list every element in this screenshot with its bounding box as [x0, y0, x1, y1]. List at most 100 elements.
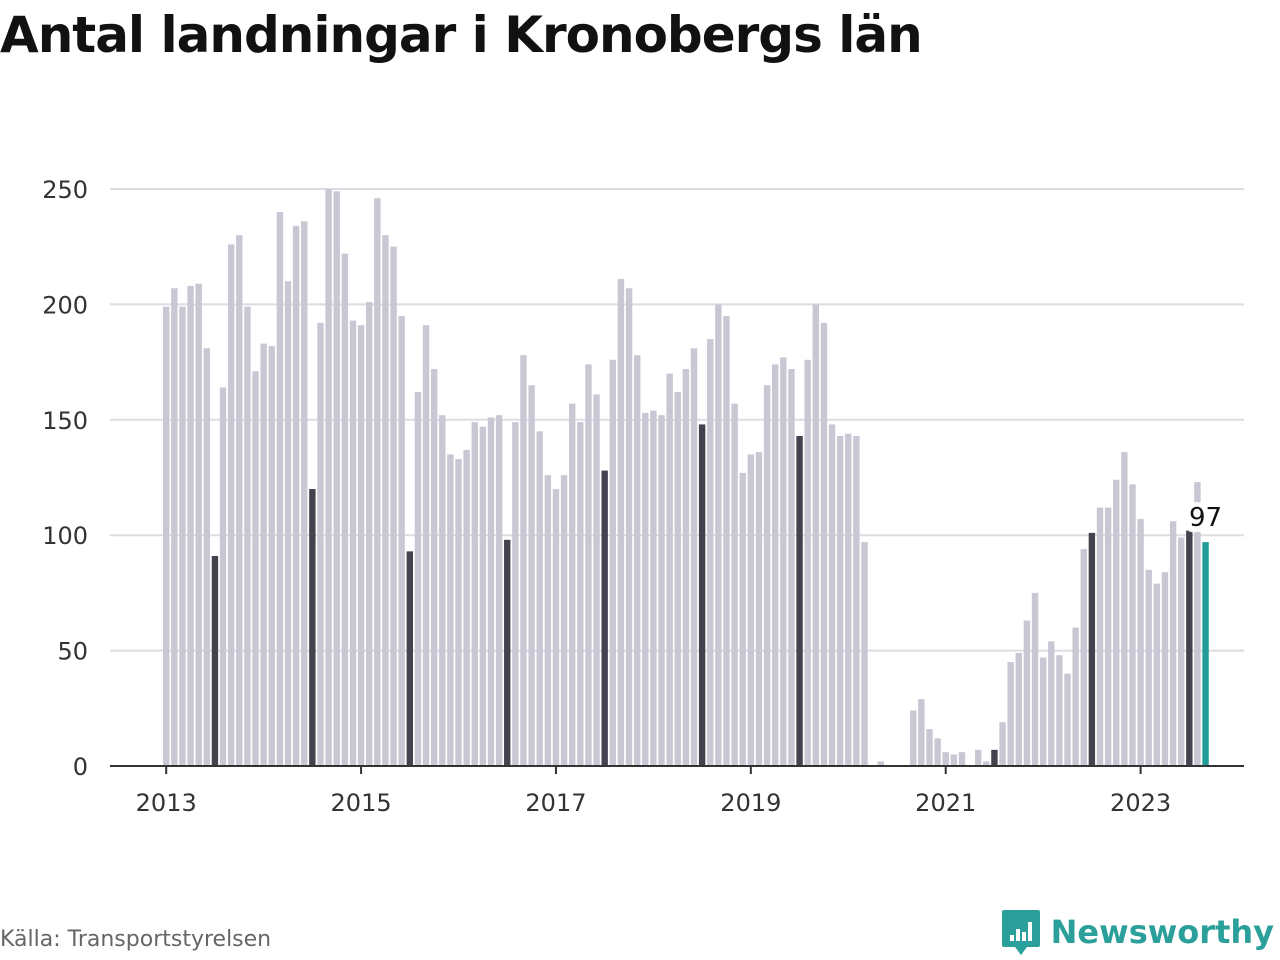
bar [1096, 507, 1104, 766]
bar [674, 392, 681, 766]
bar [950, 754, 958, 766]
bar [227, 244, 235, 766]
bar [447, 454, 454, 766]
bar-chart: 0 50 100 150 200 250 2013 2015 2017 2019 2021 2023… [42, 176, 1244, 817]
bar [1064, 673, 1071, 766]
newsworthy-logo-icon [1001, 910, 1040, 955]
bar [975, 749, 982, 766]
bar [414, 392, 422, 766]
bar [1153, 583, 1161, 766]
bar [788, 369, 795, 766]
y-tick-label: 100 [42, 522, 88, 550]
bar [1121, 452, 1128, 766]
bar [812, 304, 819, 766]
bar [366, 302, 373, 766]
y-tick-label: 250 [42, 176, 88, 204]
bar [804, 359, 811, 766]
chart-title: Antal landningar i Kronobergs län [0, 6, 923, 64]
bar [723, 315, 730, 766]
bar [934, 738, 941, 766]
y-tick-label: 50 [57, 638, 88, 666]
bar [325, 189, 332, 766]
bar [642, 412, 649, 766]
bar [357, 325, 365, 766]
source-note: Källa: Transportstyrelsen [0, 927, 272, 952]
bar [439, 415, 446, 766]
bar [739, 472, 746, 766]
bar [455, 459, 462, 766]
x-axis: 2013 2015 2017 2019 2021 2023 [110, 765, 1244, 817]
bar [1072, 627, 1079, 766]
bar [780, 357, 787, 766]
x-tick-label: 2019 [720, 789, 781, 817]
bar [544, 475, 552, 766]
bar [772, 364, 779, 766]
x-tick-label: 2021 [915, 789, 976, 817]
bar [292, 225, 300, 766]
bar [1031, 592, 1039, 766]
bar [479, 426, 487, 766]
bar [577, 422, 584, 766]
bar [910, 710, 917, 766]
bar [983, 761, 990, 766]
bar [309, 489, 316, 766]
bar [1039, 657, 1047, 766]
brand-logo: Newsworthy [1001, 908, 1274, 956]
bar [520, 355, 527, 766]
bar [1048, 641, 1055, 766]
bar [179, 306, 186, 766]
bar [252, 371, 259, 766]
bar [1169, 521, 1177, 766]
bar [796, 435, 803, 766]
bar [244, 306, 251, 766]
bar [398, 315, 405, 766]
bar [836, 435, 844, 766]
bar [926, 729, 933, 766]
bar [877, 761, 884, 766]
bar [991, 749, 998, 766]
bar [333, 191, 340, 766]
bar [487, 417, 495, 766]
bar [528, 385, 535, 766]
bar [658, 415, 665, 766]
bar [585, 364, 592, 766]
bar [211, 555, 219, 766]
bar [666, 373, 673, 766]
bar [471, 422, 478, 766]
bar [1113, 479, 1120, 766]
bar [1080, 549, 1087, 766]
bar [918, 699, 925, 766]
x-tick-label: 2013 [136, 789, 197, 817]
bar [512, 422, 519, 766]
bar [195, 283, 202, 766]
bar [755, 452, 763, 766]
bar [942, 752, 949, 766]
bar [617, 279, 625, 766]
x-tick-label: 2023 [1110, 789, 1171, 817]
bar [707, 339, 714, 766]
bar [1194, 482, 1201, 766]
bar [430, 369, 438, 766]
x-tick-label: 2017 [525, 789, 586, 817]
bar [390, 246, 397, 766]
bar [1007, 662, 1014, 766]
bar [552, 489, 560, 766]
y-tick-label: 0 [73, 753, 88, 781]
bar [163, 306, 170, 766]
data-label-latest: 97 [1189, 503, 1222, 533]
bar [593, 394, 600, 766]
bar [650, 410, 657, 766]
bar [203, 348, 210, 766]
bar [1137, 519, 1144, 766]
bar [1056, 655, 1063, 766]
bar [861, 542, 868, 766]
y-tick-label: 200 [42, 291, 88, 319]
bar [828, 424, 836, 766]
bar [820, 322, 828, 766]
bar [504, 539, 511, 766]
bar [1015, 652, 1022, 766]
bar [1104, 507, 1112, 766]
bar [1161, 572, 1169, 766]
bar [301, 221, 308, 766]
bar [853, 435, 860, 766]
